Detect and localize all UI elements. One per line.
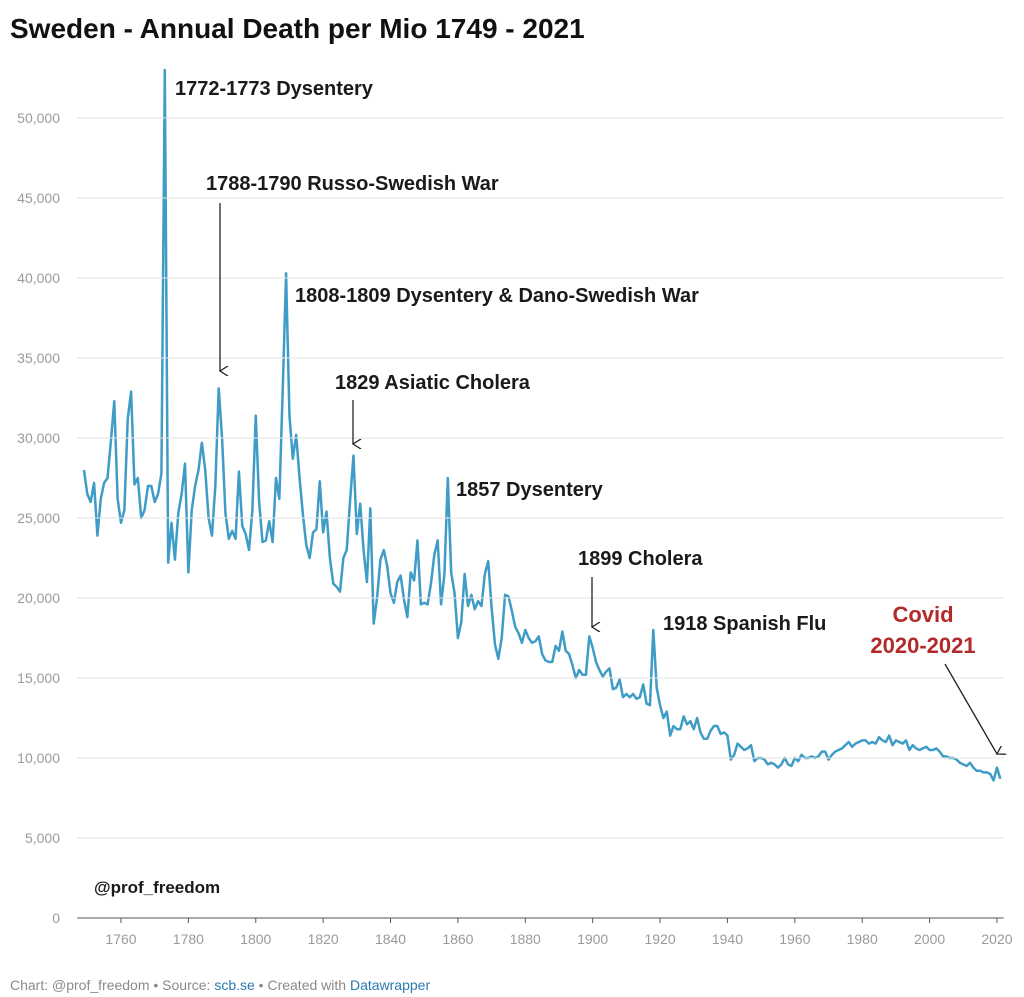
x-tick-label: 1800 xyxy=(240,931,271,947)
annotation: 1788-1790 Russo-Swedish War xyxy=(206,173,499,195)
y-tick-label: 20,000 xyxy=(17,590,60,606)
x-tick-label: 1820 xyxy=(308,931,339,947)
x-tick-label: 1960 xyxy=(779,931,810,947)
y-tick-label: 50,000 xyxy=(17,110,60,126)
annotation: Covid xyxy=(892,602,953,627)
x-tick-label: 1780 xyxy=(173,931,204,947)
footer-link[interactable]: scb.se xyxy=(214,977,255,993)
chart-title: Sweden - Annual Death per Mio 1749 - 202… xyxy=(10,13,585,44)
footer: Chart: @prof_freedom • Source: scb.se • … xyxy=(10,977,430,993)
annotation: 1899 Cholera xyxy=(578,548,703,570)
arrow xyxy=(944,663,997,754)
footer-text: Chart: @prof_freedom • Source: xyxy=(10,977,214,993)
x-tick-label: 2000 xyxy=(914,931,945,947)
x-tick-label: 1940 xyxy=(712,931,743,947)
annotation: 1772-1773 Dysentery xyxy=(175,78,374,100)
annotation: 1918 Spanish Flu xyxy=(663,613,826,635)
y-tick-label: 15,000 xyxy=(17,670,60,686)
annotation: 1829 Asiatic Cholera xyxy=(335,372,531,394)
y-tick-label: 5,000 xyxy=(25,830,60,846)
arrows xyxy=(220,203,997,754)
y-tick-label: 45,000 xyxy=(17,190,60,206)
y-tick-label: 0 xyxy=(52,910,60,926)
y-tick-label: 40,000 xyxy=(17,270,60,286)
x-tick-label: 1900 xyxy=(577,931,608,947)
data-line xyxy=(82,68,1002,782)
footer-link[interactable]: Datawrapper xyxy=(350,977,430,993)
annotation: 1857 Dysentery xyxy=(456,479,604,501)
x-tick-label: 1980 xyxy=(847,931,878,947)
x-tick-label: 1760 xyxy=(105,931,136,947)
y-tick-label: 30,000 xyxy=(17,430,60,446)
footer-text: • Created with xyxy=(255,977,350,993)
x-tick-label: 1920 xyxy=(644,931,675,947)
y-tick-label: 10,000 xyxy=(17,750,60,766)
x-tick-label: 1860 xyxy=(442,931,473,947)
x-tick-label: 1840 xyxy=(375,931,406,947)
y-tick-label: 35,000 xyxy=(17,350,60,366)
annotation: @prof_freedom xyxy=(94,878,220,897)
annotation: 2020-2021 xyxy=(870,633,975,658)
x-tick-label: 2020 xyxy=(981,931,1012,947)
annotation: 1808-1809 Dysentery & Dano-Swedish War xyxy=(295,285,699,307)
x-tick-label: 1880 xyxy=(510,931,541,947)
y-tick-label: 25,000 xyxy=(17,510,60,526)
